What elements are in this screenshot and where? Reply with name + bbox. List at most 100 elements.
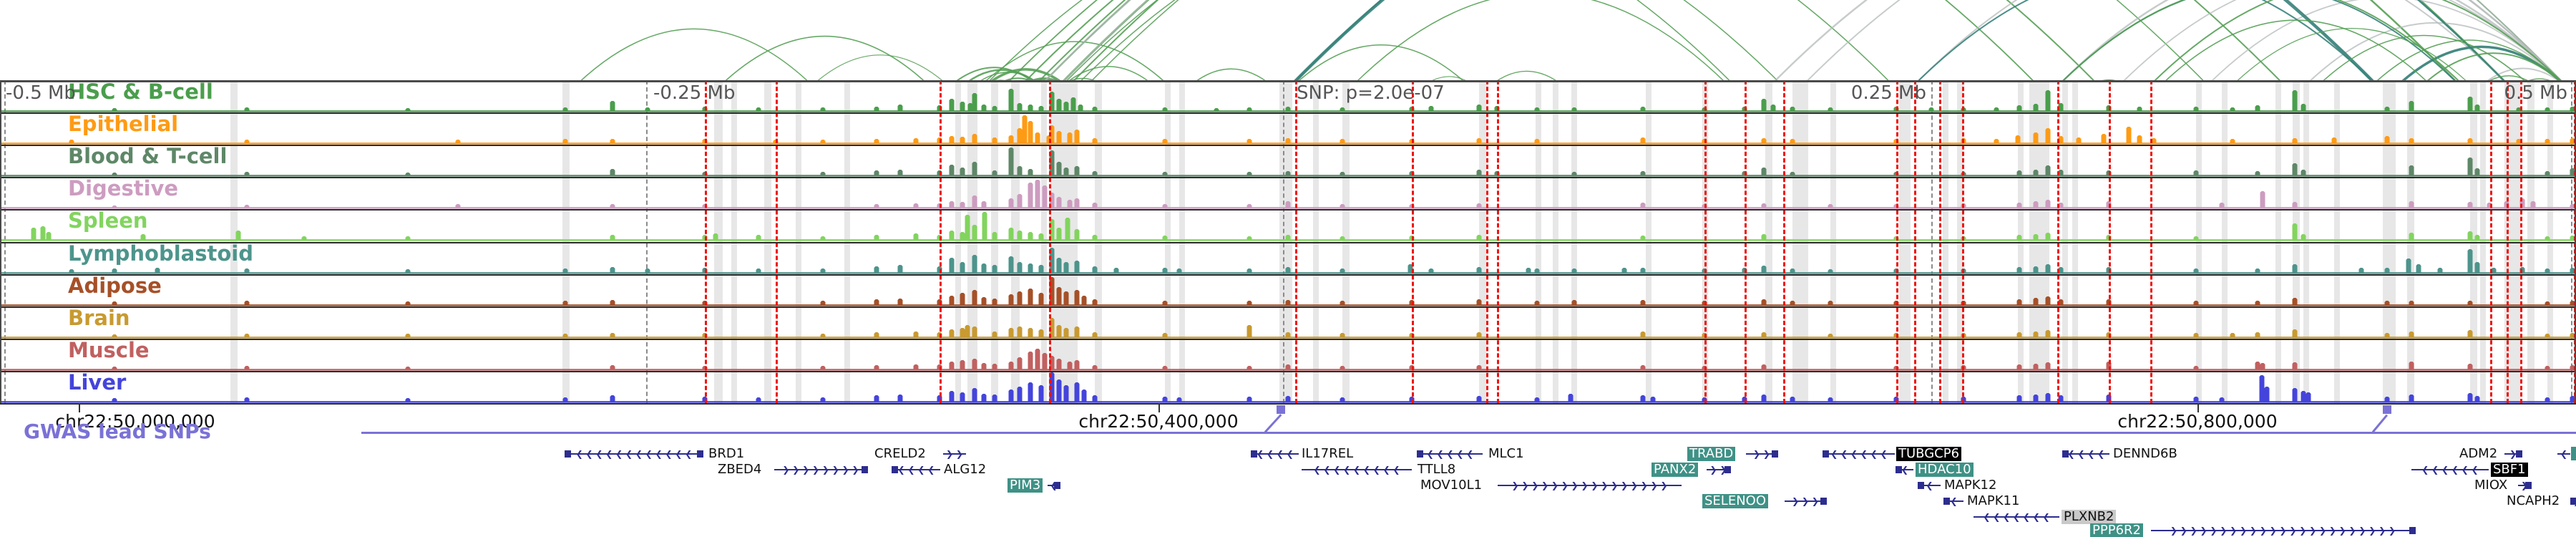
gene-mov10l1: ❯ ❯ ❯ ❯ ❯ ❯ ❯ ❯ ❯ ❯ ❯ ❯ ❯ ❯ ❯ ❯ MOV10L1	[0, 478, 2576, 493]
signal-brain	[0, 317, 2576, 339]
track-label-spleen: Spleen	[68, 208, 148, 233]
gene-exon-box	[2409, 527, 2416, 534]
gene-strand-arrows: ❮	[1926, 480, 1933, 490]
gene-dennd6b: ❮ ❮ ❮ ❮ DENND6B	[0, 447, 2576, 461]
signal-digestive	[0, 180, 2576, 209]
signal-spleen	[0, 212, 2576, 241]
gene-sbf1: ❮ ❮ ❮ ❮ ❮ ❮ SBF1	[0, 463, 2576, 477]
gene-strand-arrows: ❮ ❮ ❮ ❮ ❮	[1426, 449, 1474, 459]
gene-strand-arrows: ❯ ❯ ❯	[1792, 496, 1819, 506]
gene-strand-arrows: ❮ ❮ ❮ ❮	[2067, 449, 2105, 459]
gene-strand-arrows: ❮ ❮ ❮ ❮ ❮ ❮ ❮ ❮ ❮ ❮ ❮ ❮	[575, 449, 693, 459]
gene-glyph-alg12: ❮ ❮ ❮ ❮	[892, 463, 940, 477]
track-row-spleen: Spleen	[0, 209, 2576, 241]
gene-ncaph2: ❯ NCAPH2	[0, 494, 2576, 508]
gene-mlc1: ❮ ❮ ❮ ❮ ❮ MLC1	[0, 447, 2576, 461]
gene-glyph-brd1: ❮ ❮ ❮ ❮ ❮ ❮ ❮ ❮ ❮ ❮ ❮ ❮	[565, 447, 703, 461]
track-separator	[0, 209, 2576, 211]
gene-label-zbed4: ZBED4	[718, 462, 762, 477]
gene-glyph-pim3: ❮	[1048, 478, 1060, 493]
gene-label-ttll8: TTLL8	[1418, 462, 1456, 477]
gene-strand-arrows: ❮ ❮ ❮ ❮ ❮ ❮ ❮	[1983, 512, 2050, 522]
interaction-arc	[2196, 0, 2576, 97]
coordinate-tick	[1158, 403, 1160, 412]
coordinate-tick	[2197, 403, 2199, 412]
gene-mapk11: ❮ MAPK11	[0, 494, 2576, 508]
ruler-label: 0.25 Mb	[1850, 82, 1926, 104]
gene-glyph-creld2: ❯ ❯	[943, 447, 966, 461]
interaction-arc	[709, 35, 940, 97]
gene-mapk12: ❮ MAPK12	[0, 478, 2576, 493]
gene-exon-box	[2062, 450, 2069, 458]
signal-peaks	[112, 180, 2575, 209]
gwas-ruler-line	[361, 432, 2576, 434]
track-panel: HSC & B-cell Epithelial Blood & T-cell Dige…	[0, 80, 2576, 405]
track-label-blood-t-cell: Blood & T-cell	[68, 144, 228, 169]
gene-label-alg12: ALG12	[944, 462, 987, 477]
gene-glyph-miox: ❯	[2518, 478, 2532, 493]
gene-glyph-mov10l1: ❯ ❯ ❯ ❯ ❯ ❯ ❯ ❯ ❯ ❯ ❯ ❯ ❯ ❯ ❯ ❯	[1498, 478, 1682, 493]
panel-edge	[2575, 80, 2576, 403]
track-label-brain: Brain	[68, 305, 130, 330]
gene-intron-line	[1302, 469, 1412, 470]
gene-strand-arrows: ❮	[1901, 465, 1909, 475]
gene-strand-arrows: ❮ ❮ ❮ ❮ ❮ ❮	[2421, 465, 2479, 475]
gene-glyph-ttll8: ❮ ❮ ❮ ❮ ❮ ❮ ❮ ❮ ❮	[1302, 463, 1412, 477]
interaction-arc	[1282, 44, 1480, 97]
gene-intron-line	[2151, 530, 2415, 531]
gene-intron-line	[1746, 453, 1777, 455]
gene-strand-arrows: ❯ ❯	[1753, 449, 1770, 459]
ruler-label: -0.25 Mb	[653, 82, 736, 104]
gene-intron-line	[1785, 500, 1826, 502]
signal-peaks	[112, 317, 2575, 338]
gene-glyph-mlc1: ❮ ❮ ❮ ❮ ❮	[1417, 447, 1483, 461]
gene-exon-box	[1820, 498, 1827, 505]
gene-label-selenoo: SELENOO	[1702, 494, 1769, 508]
track-label-adipose: Adipose	[68, 273, 162, 298]
gene-exon-box	[1251, 450, 1257, 458]
gene-exon-box	[697, 450, 703, 458]
interaction-arc	[1065, 0, 1793, 97]
gene-il17rel: ❮ ❮ ❮ ❮ IL17REL	[0, 447, 2576, 461]
gene-trabd: ❯ ❯ TRABD	[0, 447, 2576, 461]
track-row-lymphoblastoid: Lymphoblastoid	[0, 242, 2576, 274]
gene-intron-line	[1252, 453, 1299, 455]
gene-intron-line	[2504, 453, 2522, 455]
interaction-arc	[2139, 0, 2576, 97]
interaction-arc	[2047, 0, 2474, 97]
gene-intron-line	[1048, 485, 1060, 486]
interaction-arc	[1342, 0, 1740, 97]
gene-intron-line	[1707, 469, 1730, 470]
gene-glyph-dennd6b: ❮ ❮ ❮ ❮	[2062, 447, 2109, 461]
gene-strand-arrows: ❮	[2560, 449, 2568, 459]
coordinate-tick	[79, 403, 80, 412]
gene-exon-box	[2570, 498, 2576, 505]
gene-label-tubgcp6: TUBGCP6	[1896, 447, 1962, 461]
signal-peaks	[112, 276, 2575, 306]
interaction-arc	[2221, 27, 2482, 97]
gene-ppp6r2: ❯ ❯ ❯ ❯ ❯ ❯ ❯ ❯ ❯ ❯ ❯ ❯ ❯ ❯ ❯ ❯ ❯ ❯ ❯ ❯ …	[0, 523, 2576, 537]
gene-glyph-ncaph2: ❯	[2570, 494, 2576, 508]
gene-exon-box	[1918, 482, 1924, 489]
gene-glyph-il17rel: ❮ ❮ ❮ ❮	[1251, 447, 1299, 461]
track-separator	[0, 241, 2576, 243]
gene-intron-line	[774, 469, 867, 470]
gene-glyph-trabd: ❯ ❯	[1746, 447, 1778, 461]
gene-exon-box	[1772, 450, 1778, 458]
gene-label-dennd6b: DENND6B	[2113, 446, 2177, 461]
signal-hsc-b-cell	[0, 89, 2576, 112]
signal-liver	[0, 372, 2576, 403]
gene-glyph-zbed4: ❯ ❯ ❯ ❯ ❯ ❯ ❯ ❯	[774, 463, 868, 477]
track-separator	[0, 274, 2576, 276]
gene-exon-box	[1724, 466, 1731, 473]
gene-exon-box	[862, 466, 868, 473]
gene-intron-line	[565, 453, 703, 455]
gene-strand-arrows: ❮ ❮ ❮ ❮	[1257, 449, 1294, 459]
track-row-hsc-b-cell: HSC & B-cell	[0, 80, 2576, 112]
interaction-arc	[2047, 0, 2576, 97]
gene-gene: ❮	[0, 447, 2576, 461]
signal-epithelial	[0, 115, 2576, 145]
gene-intron-line	[2557, 453, 2570, 455]
gene-label-mapk12: MAPK12	[1944, 478, 1997, 493]
gene-label-miox: MIOX	[2474, 478, 2508, 493]
